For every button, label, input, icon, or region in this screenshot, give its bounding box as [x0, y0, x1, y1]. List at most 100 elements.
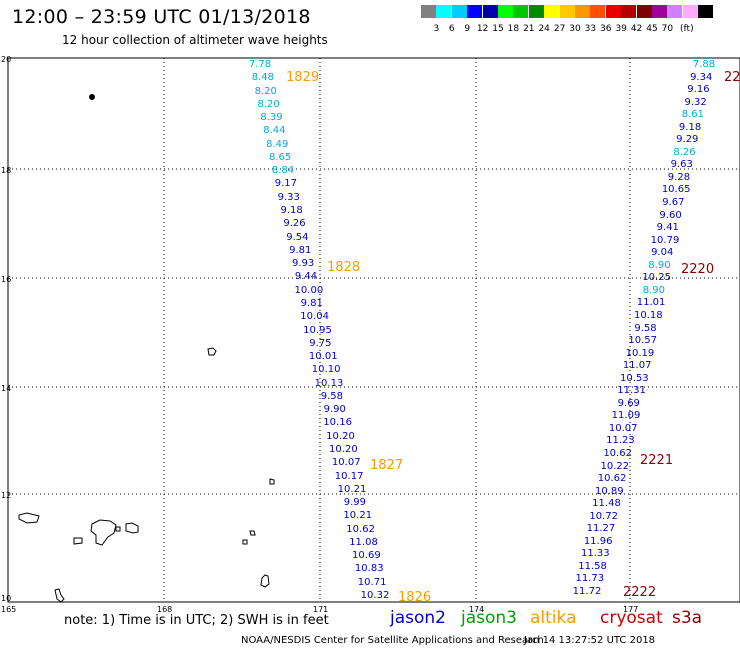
- wave-height-value: 11.73: [575, 573, 605, 585]
- island-outlines: [18, 94, 275, 603]
- wave-height-value: 9.34: [690, 71, 713, 83]
- wave-height-value: 10.79: [650, 234, 680, 246]
- credit-line: NOAA/NESDIS Center for Satellite Applica…: [241, 635, 544, 646]
- colorbar-swatch: [421, 5, 436, 18]
- wave-height-value: 10.62: [597, 473, 627, 485]
- colorbar-swatch: [575, 5, 590, 18]
- wave-height-value: 10.22: [600, 460, 630, 472]
- wave-height-value: 9.41: [656, 222, 679, 234]
- colorbar-label: 6: [448, 24, 455, 34]
- wave-height-value: 10.65: [661, 184, 691, 196]
- wave-height-value: 11.31: [617, 385, 646, 397]
- y-tick-10: 10: [1, 594, 11, 603]
- wave-height-value: 11.33: [581, 548, 610, 560]
- wave-height-value: 10.57: [628, 335, 658, 347]
- wave-height-value: 7.78: [248, 59, 272, 70]
- colorbar-label: 24: [538, 24, 550, 34]
- pass-time-2222: 2222: [623, 585, 657, 600]
- wave-height-value: 9.54: [286, 231, 309, 243]
- x-tick-171: 171: [313, 605, 328, 614]
- map-gridlines: [8, 58, 740, 602]
- colorbar-label: 42: [630, 24, 643, 34]
- pass-time-2220: 2220: [681, 262, 715, 277]
- generated-timestamp: Jan 14 13:27:52 UTC 2018: [524, 635, 656, 646]
- colorbar-label: 39: [615, 24, 627, 34]
- wave-height-value: 10.21: [337, 483, 367, 495]
- x-tick-174: 174: [469, 605, 484, 614]
- colorbar-label: (ft): [680, 24, 694, 34]
- wave-height-value: 8.65: [268, 151, 292, 163]
- wave-height-value: 9.33: [277, 191, 300, 203]
- colorbar-label: 15: [492, 24, 504, 34]
- pass-time-1827: 1827: [370, 458, 404, 473]
- wave-height-value: 9.81: [289, 244, 312, 256]
- wave-height-value: 9.93: [291, 258, 315, 270]
- wave-height-value: 8.48: [251, 72, 275, 84]
- wave-height-value: 10.18: [633, 309, 663, 321]
- wave-height-value: 10.89: [594, 485, 624, 497]
- map-subtitle: 12 hour collection of altimeter wave hei…: [62, 33, 328, 47]
- wave-height-value: 9.58: [320, 390, 344, 402]
- wave-height-value: 9.44: [294, 271, 318, 283]
- colorbar-swatch: [559, 5, 575, 18]
- wave-height-value: 10.19: [625, 347, 655, 359]
- wave-height-value: 10.16: [323, 417, 352, 429]
- wave-height-value: 10.25: [642, 272, 671, 284]
- wave-height-value: 10.53: [620, 372, 649, 384]
- wave-height-value: 9.17: [274, 178, 298, 190]
- wave-height-value: 9.04: [651, 247, 674, 259]
- colorbar-swatch: [467, 5, 483, 18]
- wave-height-value: 11.58: [578, 560, 607, 572]
- wave-height-value: 9.69: [617, 397, 640, 409]
- colorbar-label: 36: [600, 24, 612, 34]
- colorbar-label: 70: [661, 24, 674, 34]
- wave-height-value: 10.69: [352, 550, 381, 562]
- legend-altika: altika: [530, 608, 577, 628]
- wave-height-value: 9.32: [684, 96, 707, 108]
- legend-s3a: s3a: [672, 608, 703, 628]
- wave-height-value: 11.09: [611, 410, 641, 422]
- x-tick-168: 168: [157, 605, 172, 614]
- wave-height-value: 9.18: [678, 121, 702, 133]
- colorbar-swatch: [513, 5, 529, 18]
- axis-tick-labels: 165 168 171 174 177 20 18 16 14 12 10: [1, 55, 638, 614]
- wave-height-value: 10.83: [354, 563, 384, 575]
- wave-height-value: 9.90: [323, 404, 346, 416]
- colorbar-swatch: [451, 5, 467, 18]
- wave-height-value: 11.27: [586, 523, 616, 535]
- wave-height-value: 8.61: [681, 109, 704, 121]
- legend-jason2: jason2: [390, 608, 446, 628]
- wave-height-value: 8.84: [271, 165, 295, 177]
- colorbar-label: 27: [553, 24, 566, 34]
- pass-time-2221: 2221: [640, 453, 674, 468]
- wave-height-value: 9.18: [280, 205, 303, 217]
- y-tick-16: 16: [1, 275, 11, 284]
- wave-height-value: 8.49: [266, 138, 289, 150]
- colorbar-swatch: [621, 5, 637, 18]
- colorbar-label: 3: [433, 24, 440, 34]
- colorbar-swatch: [528, 5, 544, 18]
- wave-height-value: 8.20: [257, 98, 280, 110]
- y-tick-12: 12: [1, 491, 11, 500]
- colorbar-label: 33: [584, 24, 597, 34]
- wave-height-value: 10.32: [360, 590, 390, 601]
- wave-height-value: 10.95: [303, 324, 332, 336]
- colorbar-swatch: [544, 5, 560, 18]
- legend-cryosat: cryosat: [600, 608, 663, 628]
- wave-height-value: 11.23: [606, 435, 635, 447]
- wave-height-value: 10.10: [311, 364, 341, 376]
- wave-height-value: 8.90: [642, 284, 665, 296]
- map-frame: [7, 57, 740, 603]
- wave-height-value: 9.16: [687, 84, 710, 96]
- pass-time-1828: 1828: [327, 260, 361, 275]
- pass-time-22: 22: [724, 70, 740, 85]
- units-note: note: 1) Time is in UTC; 2) SWH is in fe…: [64, 613, 329, 628]
- legend-jason3: jason3: [461, 608, 517, 628]
- wave-height-value: 11.07: [622, 360, 652, 372]
- wave-height-value: 10.72: [589, 510, 619, 522]
- colorbar-swatch: [436, 5, 452, 18]
- colorbar-swatch: [682, 5, 698, 18]
- colorbar-swatch: [667, 5, 683, 18]
- colorbar-swatch: [590, 5, 606, 18]
- x-tick-177: 177: [623, 605, 638, 614]
